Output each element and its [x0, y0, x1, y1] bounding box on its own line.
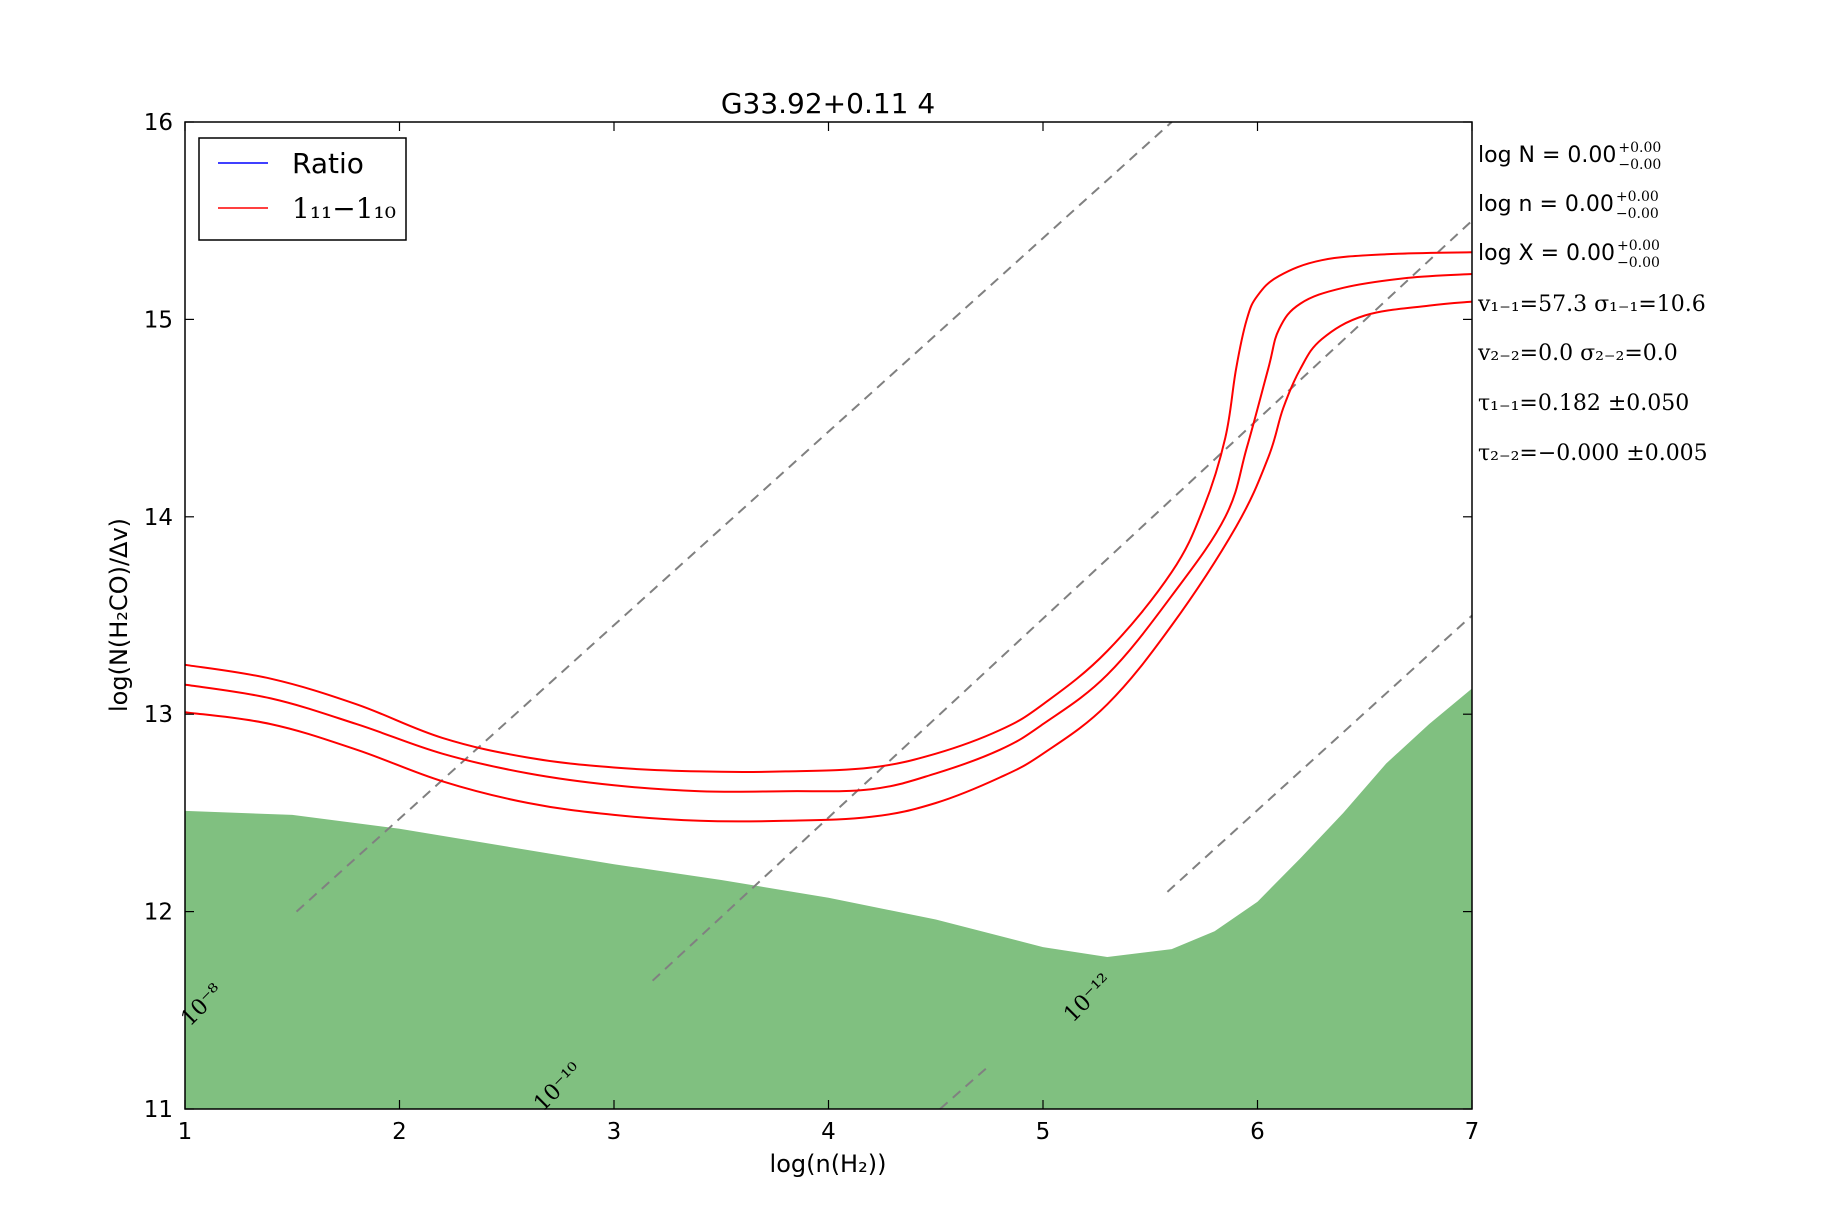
fit-annotation: log n = 0.00: [1478, 192, 1614, 217]
x-tick-label: 6: [1250, 1119, 1265, 1145]
y-tick-label: 16: [144, 110, 173, 136]
annotation-error-minus: −0.00: [1618, 157, 1661, 173]
reference-line: [1166, 614, 1473, 893]
legend: Ratio 1₁₁−1₁₀: [198, 137, 407, 241]
reference-line: [939, 1064, 991, 1110]
fit-annotation: log X = 0.00: [1478, 241, 1615, 266]
annotation-error-plus: +0.00: [1618, 140, 1661, 156]
fit-annotation: log N = 0.00: [1478, 143, 1616, 168]
contour-line-1: [184, 251, 1473, 773]
contour-line-3: [184, 300, 1473, 823]
legend-box: [198, 137, 407, 241]
fit-annotation: τ₁₋₁=0.182 ±0.050: [1478, 391, 1689, 416]
legend-label-ratio: Ratio: [292, 147, 364, 180]
x-tick-label: 2: [392, 1119, 407, 1145]
y-tick-label: 15: [144, 307, 173, 333]
reference-line: [295, 121, 1173, 913]
fit-annotation: τ₂₋₂=−0.000 ±0.005: [1478, 441, 1708, 466]
chart-title: G33.92+0.11 4: [721, 87, 935, 120]
fit-annotation: v₁₋₁=57.3 σ₁₋₁=10.6: [1477, 292, 1706, 317]
y-axis-label: log(N(H₂CO)/Δv): [105, 518, 133, 712]
x-axis-label: log(n(H₂)): [770, 1150, 887, 1178]
x-tick-label: 3: [607, 1119, 622, 1145]
annotation-error-minus: −0.00: [1616, 206, 1659, 222]
fit-annotation: v₂₋₂=0.0 σ₂₋₂=0.0: [1477, 341, 1678, 366]
y-tick-label: 12: [144, 900, 173, 926]
contour-line-2: [184, 273, 1473, 793]
y-tick-label: 13: [144, 702, 173, 728]
x-tick-label: 4: [821, 1119, 836, 1145]
x-tick-label: 5: [1036, 1119, 1051, 1145]
x-tick-label: 1: [178, 1119, 193, 1145]
x-tick-label: 7: [1465, 1119, 1480, 1145]
y-tick-label: 11: [144, 1097, 173, 1123]
annotation-error-plus: +0.00: [1617, 238, 1660, 254]
y-tick-label: 14: [144, 505, 173, 531]
annotation-error-plus: +0.00: [1616, 189, 1659, 205]
annotation-error-minus: −0.00: [1617, 255, 1660, 271]
legend-label-contour: 1₁₁−1₁₀: [292, 192, 396, 225]
shaded-region: [185, 688, 1472, 1109]
